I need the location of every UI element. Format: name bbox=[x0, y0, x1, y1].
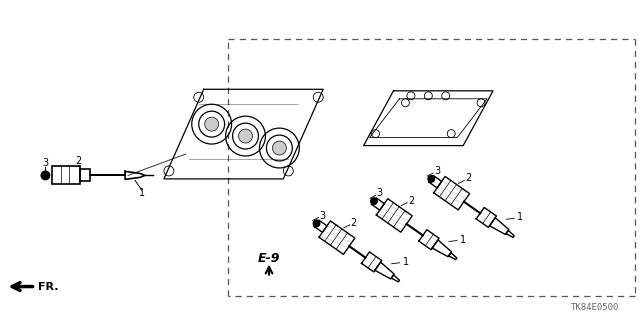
Bar bbox=[52, 167, 80, 184]
Text: 1: 1 bbox=[403, 257, 408, 267]
Text: 2: 2 bbox=[351, 218, 357, 228]
Text: 2: 2 bbox=[408, 196, 414, 206]
Text: 2: 2 bbox=[75, 156, 81, 167]
Circle shape bbox=[312, 219, 321, 227]
Text: 1: 1 bbox=[517, 212, 524, 222]
Circle shape bbox=[428, 175, 435, 183]
Text: 3: 3 bbox=[42, 159, 49, 168]
Circle shape bbox=[239, 129, 253, 143]
Text: TK84E0500: TK84E0500 bbox=[571, 303, 620, 312]
Circle shape bbox=[40, 170, 51, 180]
Text: 3: 3 bbox=[377, 188, 383, 198]
Text: 3: 3 bbox=[319, 211, 326, 220]
Text: FR.: FR. bbox=[38, 282, 59, 292]
Text: 2: 2 bbox=[465, 174, 472, 183]
Text: E-9: E-9 bbox=[258, 252, 280, 265]
Circle shape bbox=[370, 197, 378, 205]
Circle shape bbox=[273, 141, 286, 155]
Text: 3: 3 bbox=[434, 166, 440, 176]
Text: 1: 1 bbox=[460, 234, 466, 245]
Bar bbox=[80, 169, 90, 182]
Text: 1: 1 bbox=[139, 188, 145, 198]
Circle shape bbox=[205, 117, 219, 131]
